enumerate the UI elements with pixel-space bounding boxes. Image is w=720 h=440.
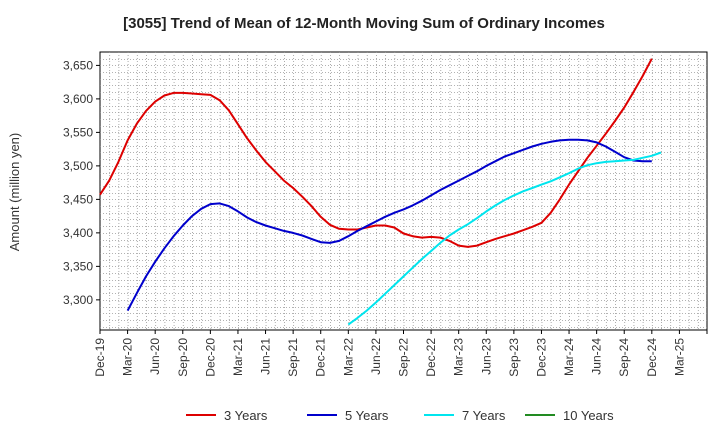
y-tick-label: 3,550: [63, 125, 93, 139]
x-tick-label: Sep-21: [286, 338, 300, 377]
x-tick-label: Sep-20: [176, 338, 190, 377]
y-tick-label: 3,450: [63, 192, 93, 206]
x-tick-label: Mar-21: [231, 338, 245, 376]
x-tick-label: Jun-22: [369, 338, 383, 375]
x-tick-label: Sep-22: [397, 338, 411, 377]
x-tick-label: Mar-24: [562, 338, 576, 376]
y-tick-label: 3,400: [63, 226, 93, 240]
plot-frame: [99, 51, 708, 331]
legend: 3 Years 5 Years 7 Years 10 Years: [186, 408, 614, 423]
y-tick-label: 3,500: [63, 159, 93, 173]
y-axis-label: Amount (million yen): [7, 133, 22, 252]
x-tick-label: Jun-21: [259, 338, 273, 375]
y-tick-label: 3,300: [63, 293, 93, 307]
x-tick-label: Mar-20: [121, 338, 135, 376]
y-tick-label: 3,650: [63, 58, 93, 72]
y-axis-ticks: 3,300 3,350 3,400 3,450 3,500 3,550 3,600 3,650: [63, 58, 100, 307]
x-tick-label: Mar-22: [341, 338, 355, 376]
x-tick-label: Dec-22: [424, 338, 438, 377]
x-tick-label: Dec-21: [314, 338, 328, 377]
x-tick-label: Jun-23: [479, 338, 493, 375]
x-axis-ticks: Dec-19 Mar-20 Jun-20 Sep-20 Dec-20 Mar-21 Jun-…: [93, 330, 708, 377]
legend-label-10-years: 10 Years: [563, 408, 614, 423]
chart-title: [3055] Trend of Mean of 12-Month Moving …: [123, 15, 605, 32]
y-tick-label: 3,350: [63, 259, 93, 273]
x-tick-label: Sep-24: [617, 338, 631, 377]
x-tick-label: Jun-24: [590, 338, 604, 375]
x-tick-label: Jun-20: [148, 338, 162, 375]
legend-label-3-years: 3 Years: [224, 408, 268, 423]
series-line-3-years: [99, 58, 653, 248]
x-tick-label: Dec-19: [93, 338, 107, 377]
x-tick-label: Mar-23: [452, 338, 466, 376]
legend-label-5-years: 5 Years: [345, 408, 389, 423]
series-layer: [99, 58, 662, 326]
legend-label-7-years: 7 Years: [462, 408, 506, 423]
x-tick-label: Dec-20: [203, 338, 217, 377]
x-tick-label: Mar-25: [672, 338, 686, 376]
y-tick-label: 3,600: [63, 92, 93, 106]
series-line-5-years: [126, 138, 652, 312]
x-tick-label: Dec-24: [645, 338, 659, 377]
plot-area: [99, 51, 708, 331]
series-line-7-years: [347, 151, 662, 326]
x-tick-label: Dec-23: [534, 338, 548, 377]
x-tick-label: Sep-23: [507, 338, 521, 377]
